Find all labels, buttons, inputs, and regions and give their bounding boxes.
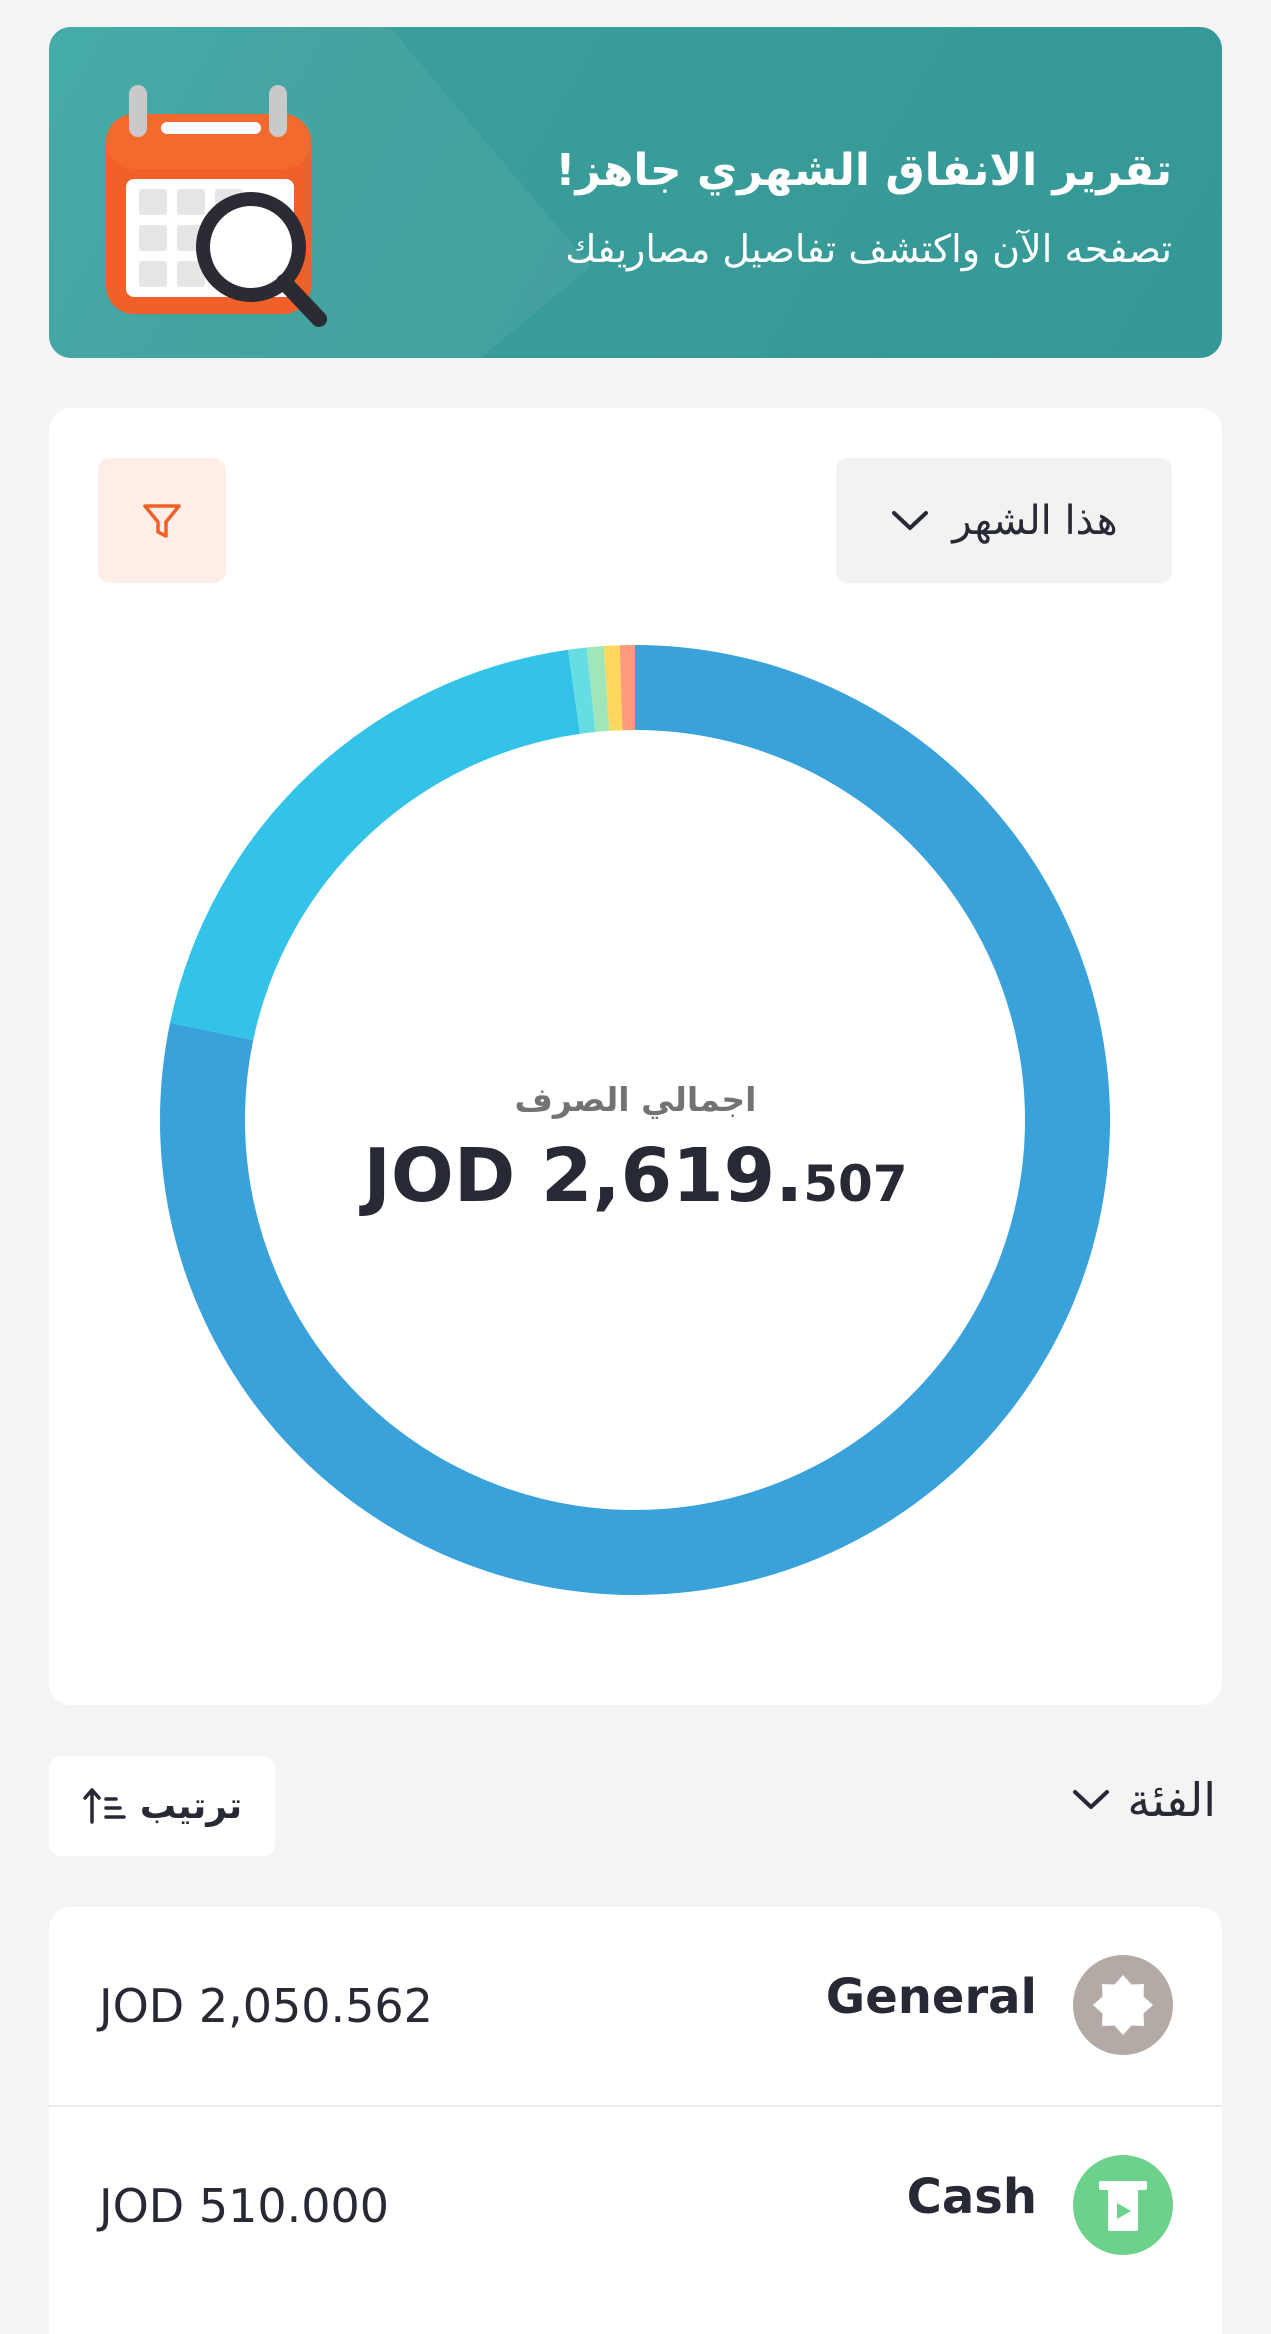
sort-button[interactable]: ترتيب xyxy=(49,1756,275,1856)
total-currency: JOD xyxy=(363,1133,516,1219)
category-amount: JOD 510.000 xyxy=(99,2179,390,2233)
donut-slice-3 xyxy=(586,646,610,733)
category-list: JOD 2,050.562 General JOD 510.000 Cash xyxy=(49,1907,1222,2334)
category-row-cash[interactable]: JOD 510.000 Cash xyxy=(49,2105,1222,2305)
chevron-down-icon xyxy=(1073,1790,1110,1809)
donut-slice-1 xyxy=(170,649,581,1041)
sort-ascending-icon xyxy=(83,1788,126,1824)
category-amount: JOD 2,050.562 xyxy=(99,1979,433,2033)
donut-slice-2 xyxy=(568,647,596,734)
filter-icon xyxy=(143,503,181,538)
sort-label: ترتيب xyxy=(139,1785,243,1827)
category-avatar xyxy=(1073,1955,1173,2055)
total-spend-label: اجمالي الصرف xyxy=(514,1080,757,1119)
category-name: Cash xyxy=(906,2169,1037,2225)
spending-chart-card: هذا الشهر اجمالي الصرف JOD 2,619.507 xyxy=(49,408,1222,1705)
period-label: هذا الشهر xyxy=(952,497,1118,544)
category-label: الفئة xyxy=(1127,1773,1216,1827)
category-row-general[interactable]: JOD 2,050.562 General xyxy=(49,1907,1222,2105)
category-avatar xyxy=(1073,2155,1173,2255)
filter-button[interactable] xyxy=(98,458,226,583)
donut-slice-4 xyxy=(603,645,623,731)
donut-slice-5 xyxy=(619,645,635,731)
chevron-down-icon xyxy=(892,510,929,530)
category-dropdown[interactable]: الفئة xyxy=(1065,1772,1222,1828)
monthly-report-banner[interactable]: تقرير الانفاق الشهري جاهز! تصفحه الآن وا… xyxy=(49,27,1222,358)
cash-withdraw-icon xyxy=(1099,2181,1147,2231)
period-dropdown[interactable]: هذا الشهر xyxy=(836,458,1172,583)
spending-donut-chart xyxy=(159,645,1110,1595)
banner-subtitle: تصفحه الآن واكتشف تفاصيل مصاريفك xyxy=(565,227,1172,271)
calendar-search-icon xyxy=(106,85,327,327)
badge-star-icon xyxy=(1093,1975,1153,2035)
total-spend-amount: JOD 2,619.507 xyxy=(49,1133,1222,1219)
banner-title: تقرير الانفاق الشهري جاهز! xyxy=(555,145,1172,196)
total-integer: 2,619. xyxy=(541,1133,804,1219)
total-decimal: 507 xyxy=(803,1155,908,1213)
category-name: General xyxy=(825,1969,1037,2025)
